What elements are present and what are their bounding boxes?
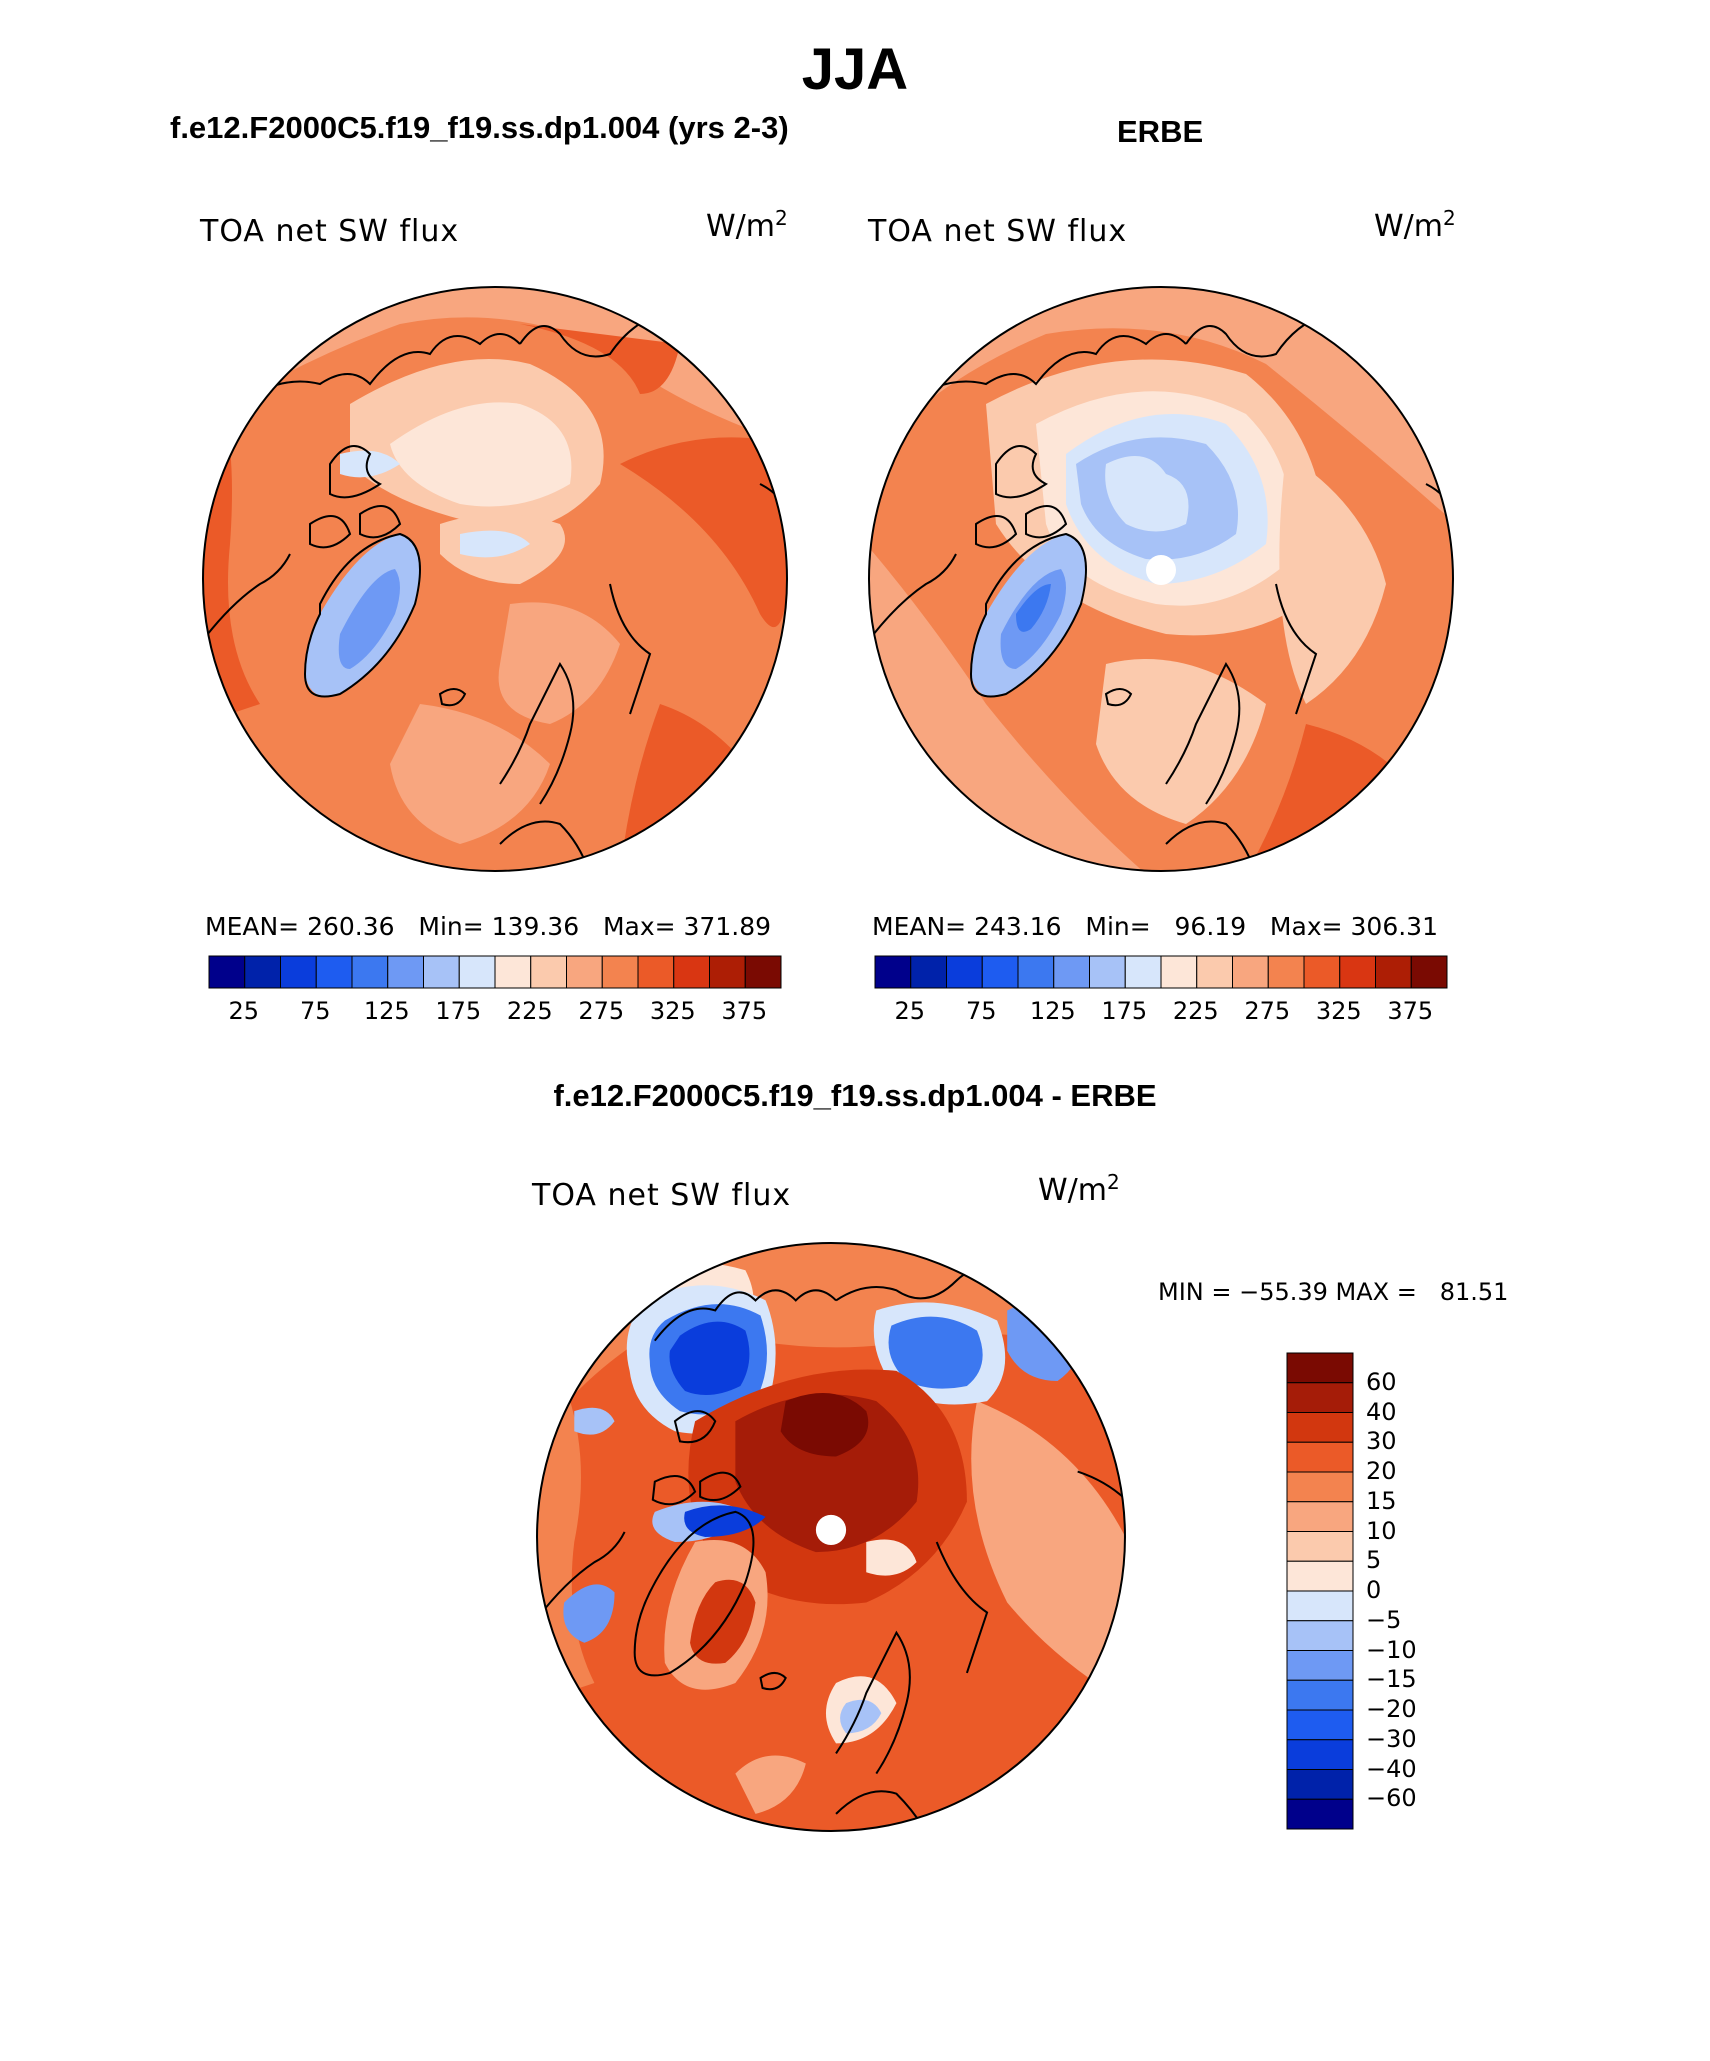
panel2-variable-label: TOA net SW flux (868, 214, 1128, 249)
panel3-colorbar-box (1286, 1739, 1354, 1770)
panel2-colorbar-box (874, 955, 912, 989)
panel2-polar-map (868, 286, 1454, 872)
panel2-stats: MEAN= 243.16 Min= 96.19 Max= 306.31 (872, 912, 1438, 941)
panel3-colorbar-box (1286, 1798, 1354, 1830)
panel2-colorbar-tick-label: 175 (1101, 997, 1148, 1025)
panel2-case-title: ERBE (1117, 114, 1204, 149)
panel3-colorbar-box (1286, 1501, 1354, 1532)
panel2-colorbar-box (1124, 955, 1162, 989)
panel3-colorbar-tick-label: 5 (1366, 1546, 1382, 1575)
panel2-colorbar-box (1017, 955, 1055, 989)
panel1-colorbar-tick-label: 125 (363, 997, 410, 1025)
panel3-case-title: f.e12.F2000C5.f19_f19.ss.dp1.004 - ERBE (553, 1078, 1157, 1113)
panel2-colorbar-box (1089, 955, 1126, 989)
panel2-colorbar-box (1160, 955, 1198, 989)
panel1-colorbar-box (744, 955, 782, 989)
panel1-colorbar-tick-label: 225 (506, 997, 553, 1025)
panel1-colorbar (208, 955, 782, 989)
panel1-colorbar-tick-label: 375 (721, 997, 768, 1025)
panel1-colorbar-tick-label: 325 (649, 997, 696, 1025)
panel3-colorbar-tick-label: 40 (1366, 1397, 1397, 1426)
panel1-colorbar-box (351, 955, 389, 989)
panel3-colorbar-tick-label: −5 (1366, 1605, 1402, 1634)
panel3-minmax: MIN = −55.39 MAX = 81.51 (1158, 1278, 1509, 1306)
panel3-colorbar-box (1286, 1560, 1354, 1592)
panel3-colorbar-box (1286, 1650, 1354, 1681)
panel3-colorbar-tick-label: 10 (1366, 1516, 1397, 1545)
panel1-polar-map (202, 286, 788, 872)
panel1-colorbar-tick-label: 25 (228, 997, 260, 1025)
panel1-colorbar-tick-label: 175 (435, 997, 482, 1025)
panel3-colorbar-tick-label: 0 (1366, 1576, 1382, 1604)
panel2-colorbar-box (1232, 955, 1269, 989)
panel1-colorbar-box (530, 955, 567, 989)
page-title: JJA (801, 37, 909, 102)
panel2-colorbar (874, 955, 1448, 989)
panel3-colorbar-box (1286, 1352, 1354, 1384)
panel1-stats: MEAN= 260.36 Min= 139.36 Max= 371.89 (205, 912, 772, 941)
panel2-colorbar-box (1339, 955, 1376, 989)
panel3-colorbar-box (1286, 1620, 1354, 1651)
panel1-colorbar-box (458, 955, 496, 989)
panel3-colorbar-box (1286, 1709, 1354, 1741)
panel2-colorbar-box (1196, 955, 1233, 989)
panel1-colorbar-tick-label: 75 (299, 997, 331, 1025)
panel3-colorbar-box (1286, 1441, 1354, 1473)
panel1-colorbar-box (494, 955, 532, 989)
panel3-colorbar-tick-label: 15 (1366, 1486, 1397, 1515)
panel2-colorbar-tick-label: 325 (1315, 997, 1362, 1025)
panel2-colorbar-box (981, 955, 1019, 989)
panel2-colorbar-tick-label: 75 (965, 997, 997, 1025)
panel1-colorbar-box (709, 955, 746, 989)
panel1-colorbar-tick-label: 275 (578, 997, 625, 1025)
panel2-colorbar-tick-label: 375 (1387, 997, 1434, 1025)
panel1-colorbar-box (601, 955, 639, 989)
panel1-colorbar-box (566, 955, 603, 989)
panel1-colorbar-box (280, 955, 317, 989)
panel3-variable-label: TOA net SW flux (532, 1178, 792, 1213)
panel3-colorbar-tick-label: 60 (1366, 1367, 1397, 1396)
panel3-colorbar-tick-label: 20 (1366, 1457, 1397, 1485)
panel2-colorbar-tick-label: 225 (1172, 997, 1219, 1025)
panel1-colorbar-box (387, 955, 424, 989)
panel1-colorbar-box (315, 955, 353, 989)
panel1-units: W/m2 (706, 206, 788, 244)
panel3-colorbar-box (1286, 1769, 1354, 1800)
panel2-units: W/m2 (1374, 206, 1456, 244)
panel2-colorbar-box (910, 955, 947, 989)
panel2-colorbar-box (946, 955, 983, 989)
panel3-colorbar-tick-label: −20 (1366, 1695, 1417, 1723)
panel3-colorbar-tick-label: −15 (1366, 1665, 1417, 1694)
panel1-colorbar-box (637, 955, 675, 989)
panel3-colorbar-tick-label: −10 (1366, 1635, 1417, 1664)
panel3-colorbar-tick-label: 30 (1366, 1427, 1397, 1456)
panel1-colorbar-box (208, 955, 246, 989)
panel3-colorbar-box (1286, 1471, 1354, 1503)
panel2-colorbar-tick-label: 275 (1244, 997, 1291, 1025)
panel3-polar-map (536, 1242, 1126, 1832)
panel1-colorbar-box (423, 955, 460, 989)
panel2-colorbar-tick-label: 125 (1029, 997, 1076, 1025)
panel3-colorbar-box (1286, 1679, 1354, 1711)
panel3-colorbar-box (1286, 1590, 1354, 1622)
panel3-colorbar-tick-label: −40 (1366, 1754, 1417, 1783)
panel2-colorbar-tick-label: 25 (894, 997, 926, 1025)
panel2-colorbar-box (1267, 955, 1305, 989)
panel3-colorbar-tick-label: −30 (1366, 1724, 1417, 1753)
panel1-colorbar-box (673, 955, 710, 989)
panel1-colorbar-box (244, 955, 281, 989)
panel2-colorbar-box (1375, 955, 1412, 989)
panel3-colorbar-box (1286, 1412, 1354, 1443)
panel3-colorbar-box (1286, 1382, 1354, 1413)
panel2-colorbar-box (1303, 955, 1341, 989)
panel3-units: W/m2 (1038, 1170, 1120, 1208)
panel3-colorbar-tick-label: −60 (1366, 1784, 1417, 1813)
panel2-colorbar-box (1410, 955, 1448, 989)
panel2-colorbar-box (1053, 955, 1090, 989)
panel1-case-title: f.e12.F2000C5.f19_f19.ss.dp1.004 (yrs 2-… (170, 110, 789, 145)
panel3-colorbar-box (1286, 1531, 1354, 1562)
panel3-colorbar (1286, 1352, 1354, 1830)
panel1-variable-label: TOA net SW flux (200, 214, 460, 249)
